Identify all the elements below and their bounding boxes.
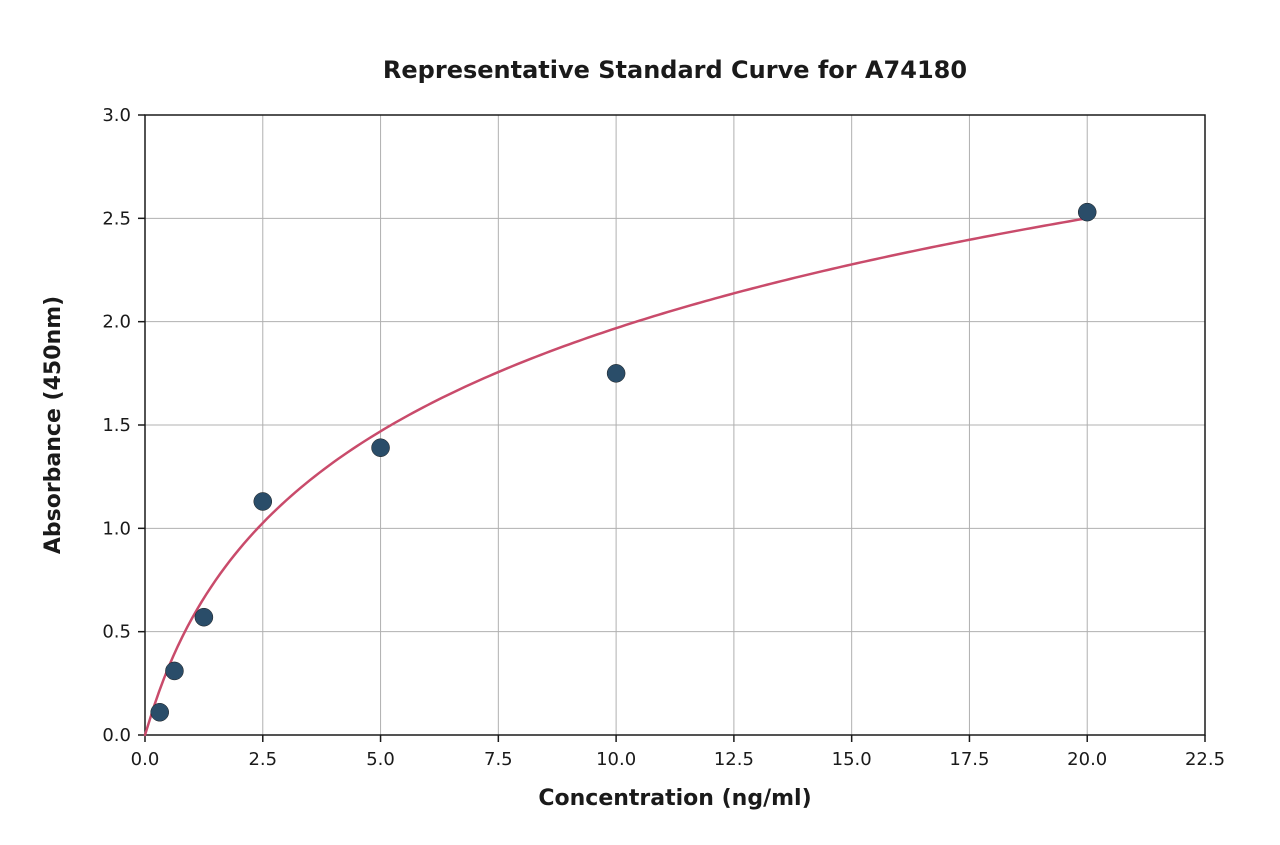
y-tick-label: 0.0	[102, 725, 131, 746]
x-tick-label: 12.5	[714, 749, 754, 770]
x-tick-label: 22.5	[1185, 749, 1225, 770]
data-point	[372, 439, 390, 457]
x-tick-label: 0.0	[131, 749, 160, 770]
y-tick-label: 0.5	[102, 622, 131, 643]
data-point	[1078, 203, 1096, 221]
y-tick-label: 1.0	[102, 518, 131, 539]
data-point	[607, 364, 625, 382]
x-tick-label: 15.0	[832, 749, 872, 770]
x-tick-label: 20.0	[1067, 749, 1107, 770]
y-tick-label: 1.5	[102, 415, 131, 436]
data-point	[254, 492, 272, 510]
y-axis-label: Absorbance (450nm)	[41, 296, 66, 554]
x-axis-label: Concentration (ng/ml)	[538, 786, 811, 811]
x-tick-label: 7.5	[484, 749, 513, 770]
data-point	[195, 608, 213, 626]
y-tick-label: 2.0	[102, 312, 131, 333]
chart-title: Representative Standard Curve for A74180	[383, 56, 967, 84]
x-tick-label: 2.5	[248, 749, 277, 770]
data-point	[165, 662, 183, 680]
standard-curve-chart: 0.0 2.5 5.0 7.5 10.0 12.5 15.0 17.5 20.0 22.5 0.0 0…	[0, 0, 1280, 845]
chart-container: 0.0 2.5 5.0 7.5 10.0 12.5 15.0 17.5 20.0 22.5 0.0 0…	[0, 0, 1280, 845]
y-tick-label: 3.0	[102, 105, 131, 126]
data-point	[151, 703, 169, 721]
x-tick-label: 10.0	[596, 749, 636, 770]
x-tick-label: 17.5	[949, 749, 989, 770]
x-tick-label: 5.0	[366, 749, 395, 770]
y-tick-label: 2.5	[102, 208, 131, 229]
